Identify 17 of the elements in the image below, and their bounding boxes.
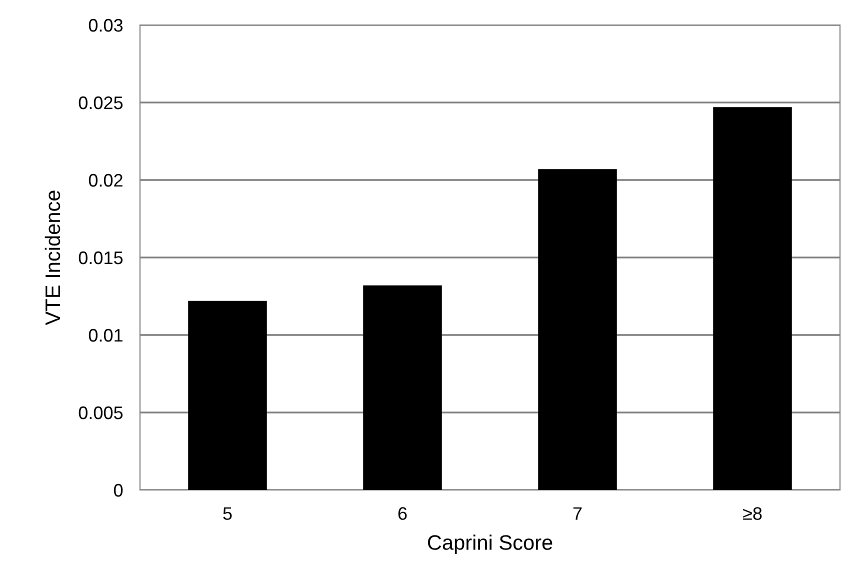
y-tick-label: 0.03	[88, 18, 123, 32]
bar	[713, 107, 792, 490]
y-tick-label: 0.005	[78, 406, 123, 420]
y-tick-label: 0.025	[78, 96, 123, 110]
x-tick-label: 7	[573, 507, 582, 520]
bar	[538, 169, 617, 490]
y-axis-title: VTE Incidence	[44, 190, 60, 326]
y-tick-label: 0.015	[78, 251, 123, 264]
y-tick-label: 0.01	[88, 328, 122, 342]
x-axis-title: Caprini Score	[428, 534, 552, 554]
y-tick-label: 0	[114, 484, 123, 497]
bar	[188, 300, 267, 490]
x-tick-label: ≥8	[743, 507, 762, 520]
bar	[363, 285, 442, 490]
y-tick-label: 0.02	[88, 174, 122, 187]
x-tick-label: 5	[223, 507, 232, 520]
x-tick-label: 6	[398, 507, 407, 520]
